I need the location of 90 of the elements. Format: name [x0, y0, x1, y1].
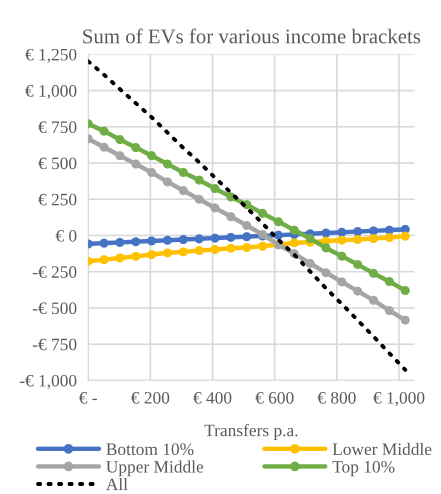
point: [369, 226, 378, 236]
point: [337, 228, 346, 237]
chart-title: Sum of EVs for various income brackets: [83, 28, 420, 44]
legend-label: Upper Middle: [106, 460, 204, 476]
point: [226, 212, 236, 222]
point: [147, 151, 156, 160]
point: [384, 306, 394, 316]
point: [353, 235, 362, 244]
point: [194, 246, 204, 256]
point: [131, 160, 140, 169]
point: [337, 277, 346, 286]
point: [242, 242, 252, 252]
point: [242, 232, 252, 242]
point: [178, 186, 188, 196]
point: [337, 252, 346, 261]
point: [100, 142, 109, 152]
point: [162, 160, 172, 169]
x-tick-label: € 1,000: [373, 392, 424, 406]
point: [321, 268, 330, 278]
point: [131, 143, 140, 152]
point: [194, 194, 204, 204]
x-tick-label: € 800: [318, 392, 356, 404]
y-tick-label: -€ 500: [32, 302, 76, 314]
y-tick-label: € 1,000: [25, 85, 76, 100]
point: [369, 268, 378, 278]
point: [115, 253, 124, 262]
point: [290, 226, 299, 235]
y-tick-label: € 500: [38, 158, 76, 170]
x-tick-label: € -: [79, 392, 97, 404]
legend-label: Lower Middle: [332, 442, 432, 456]
point: [147, 168, 156, 177]
y-tick-label: -€ 250: [32, 266, 76, 278]
point: [353, 286, 362, 296]
point: [100, 126, 109, 136]
point: [321, 243, 330, 252]
point: [162, 248, 172, 258]
point: [131, 237, 140, 246]
point: [178, 235, 188, 244]
point: [194, 234, 204, 244]
y-tick-label: € 1,250: [25, 48, 76, 64]
point: [115, 238, 124, 247]
point: [274, 217, 283, 226]
legend-label: Top 10%: [332, 460, 395, 476]
point: [290, 238, 299, 248]
point: [162, 177, 172, 186]
x-tick-label: € 400: [193, 392, 232, 404]
point: [400, 232, 410, 241]
point: [210, 245, 220, 254]
point: [369, 296, 378, 305]
y-tick-label: € 750: [38, 121, 76, 133]
point: [258, 208, 268, 218]
point: [226, 244, 236, 253]
point: [178, 247, 188, 256]
point: [369, 234, 378, 244]
point: [384, 232, 394, 242]
point: [100, 255, 109, 264]
point: [321, 228, 330, 238]
point: [400, 316, 410, 325]
point: [147, 250, 156, 260]
point: [131, 252, 140, 261]
point: [306, 234, 315, 244]
y-tick-label: € 0: [56, 230, 76, 242]
point: [100, 238, 109, 248]
point: [147, 236, 156, 246]
point: [337, 236, 346, 245]
point: [115, 135, 124, 144]
x-axis-title: Transfers p.a.: [204, 424, 298, 440]
point: [353, 260, 362, 269]
point: [210, 203, 220, 212]
point: [178, 168, 188, 177]
point: [306, 258, 315, 268]
point: [210, 234, 220, 243]
point: [242, 220, 252, 230]
point: [162, 236, 172, 245]
y-tick-label: € 250: [38, 194, 76, 206]
point: [115, 151, 124, 160]
point: [210, 184, 220, 194]
point: [258, 242, 268, 251]
y-tick-label: -€ 1,000: [20, 374, 76, 390]
x-tick-label: € 600: [255, 392, 294, 404]
point: [400, 286, 410, 296]
legend-label: Bottom 10%: [106, 443, 194, 456]
point: [353, 227, 362, 236]
y-tick-label: -€ 750: [32, 338, 76, 350]
legend-label: All: [106, 478, 128, 490]
point: [384, 277, 394, 286]
x-tick-label: € 200: [131, 392, 170, 404]
point: [194, 176, 204, 185]
point: [226, 232, 236, 242]
line-series: [88, 59, 408, 372]
